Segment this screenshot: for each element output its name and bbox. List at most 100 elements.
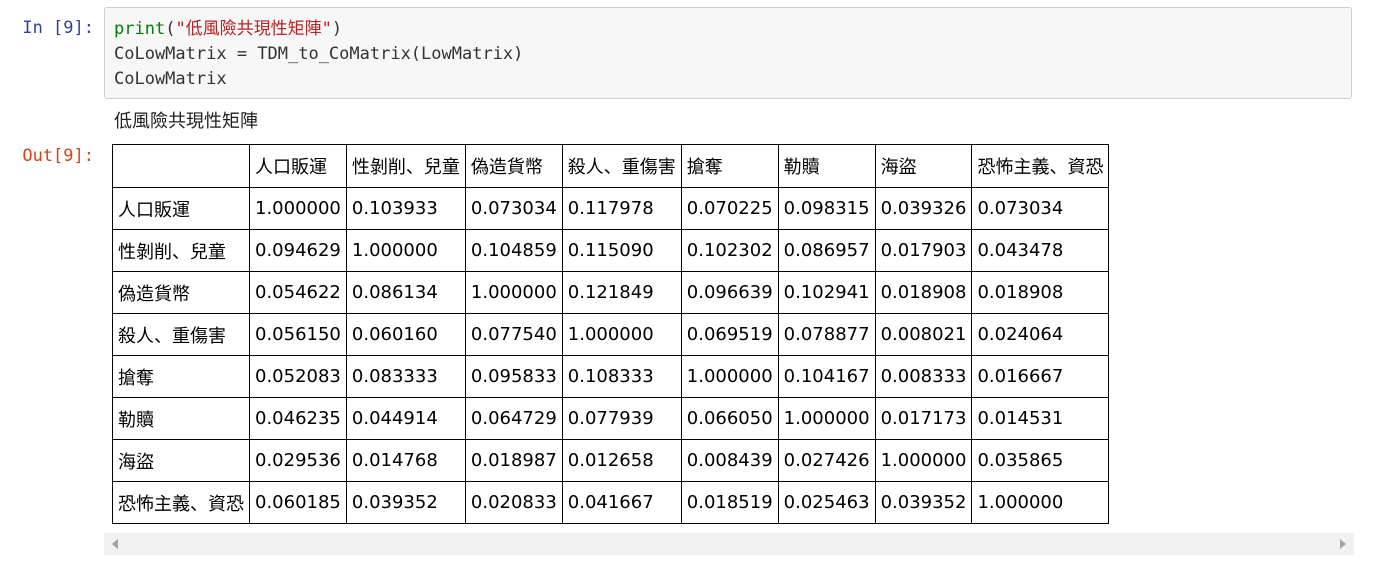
- table-cell: 0.086134: [345, 271, 466, 314]
- row-label: 人口販運: [112, 187, 250, 230]
- table-cell: 0.069519: [680, 313, 779, 356]
- table-cell: 0.121849: [561, 271, 682, 314]
- code-line-3: CoLowMatrix: [114, 69, 227, 89]
- table-cell: 0.070225: [680, 187, 779, 230]
- table-cell: 0.086957: [777, 229, 876, 272]
- table-cell: 0.098315: [777, 187, 876, 230]
- table-cell: 0.060185: [249, 481, 347, 524]
- table-cell: 0.054622: [249, 271, 347, 314]
- table-cell: 1.000000: [971, 481, 1110, 524]
- row-label: 偽造貨幣: [112, 271, 250, 314]
- code-paren-open: (: [165, 19, 176, 39]
- code-editor[interactable]: print("低風險共現性矩陣") CoLowMatrix = TDM_to_C…: [105, 8, 1351, 92]
- row-label: 殺人、重傷害: [112, 313, 250, 356]
- table-cell: 1.000000: [345, 229, 466, 272]
- column-header: 勒贖: [777, 144, 876, 188]
- table-row: 人口販運 1.000000 0.103933 0.073034 0.117978 0.07…: [112, 187, 1110, 230]
- table-cell: 0.014531: [971, 397, 1110, 440]
- table-cell: 0.066050: [680, 397, 779, 440]
- table-cell: 1.000000: [249, 187, 347, 230]
- table-cell: 0.012658: [561, 439, 682, 482]
- horizontal-scrollbar[interactable]: [104, 533, 1354, 555]
- chevron-left-icon[interactable]: [112, 539, 118, 549]
- table-cell: 0.041667: [561, 481, 682, 524]
- print-keyword: print: [114, 19, 166, 39]
- table-cell: 1.000000: [680, 355, 779, 398]
- table-cell: 0.008021: [874, 313, 973, 356]
- table-row: 恐怖主義、資恐 0.060185 0.039352 0.020833 0.041667 0…: [112, 481, 1110, 524]
- table-cell: 0.095833: [464, 355, 563, 398]
- column-header: 人口販運: [249, 144, 347, 188]
- row-label: 勒贖: [112, 397, 250, 440]
- table-cell: 0.104859: [464, 229, 563, 272]
- table-corner-cell: [112, 144, 250, 188]
- table-cell: 0.018519: [680, 481, 779, 524]
- table-cell: 0.117978: [561, 187, 682, 230]
- table-cell: 0.020833: [464, 481, 563, 524]
- table-cell: 0.108333: [561, 355, 682, 398]
- column-header: 性剝削、兒童: [345, 144, 466, 188]
- row-label: 恐怖主義、資恐: [112, 481, 250, 524]
- dataframe-table: 人口販運 性剝削、兒童 偽造貨幣 殺人、重傷害 搶奪 勒贖 海盜 恐怖主義、資恐 人口販運 1.…: [112, 144, 1110, 524]
- code-line-1: print("低風險共現性矩陣"): [114, 19, 342, 39]
- table-cell: 0.064729: [464, 397, 563, 440]
- column-header: 海盜: [874, 144, 973, 188]
- table-cell: 0.056150: [249, 313, 347, 356]
- table-cell: 0.039352: [874, 481, 973, 524]
- table-cell: 0.046235: [249, 397, 347, 440]
- output-prompt: Out[9]:: [22, 146, 94, 166]
- table-row: 殺人、重傷害 0.056150 0.060160 0.077540 1.000000 0.…: [112, 313, 1110, 356]
- table-cell: 0.077540: [464, 313, 563, 356]
- table-cell: 0.014768: [345, 439, 466, 482]
- table-header-row: 人口販運 性剝削、兒童 偽造貨幣 殺人、重傷害 搶奪 勒贖 海盜 恐怖主義、資恐: [112, 144, 1110, 188]
- table-cell: 0.024064: [971, 313, 1110, 356]
- code-line-2: CoLowMatrix = TDM_to_CoMatrix(LowMatrix): [114, 44, 524, 64]
- table-cell: 0.073034: [464, 187, 563, 230]
- table-row: 勒贖 0.046235 0.044914 0.064729 0.077939 0.0660…: [112, 397, 1110, 440]
- table-cell: 0.016667: [971, 355, 1110, 398]
- table-row: 海盜 0.029536 0.014768 0.018987 0.012658 0.0084…: [112, 439, 1110, 482]
- table-body: 人口販運 1.000000 0.103933 0.073034 0.117978 0.07…: [112, 187, 1110, 524]
- table-cell: 0.115090: [561, 229, 682, 272]
- table-cell: 0.077939: [561, 397, 682, 440]
- table-cell: 0.035865: [971, 439, 1110, 482]
- table-cell: 0.025463: [777, 481, 876, 524]
- code-string-literal: "低風險共現性矩陣": [175, 19, 332, 39]
- code-input-area[interactable]: print("低風險共現性矩陣") CoLowMatrix = TDM_to_C…: [104, 7, 1352, 99]
- table-row: 搶奪 0.052083 0.083333 0.095833 0.108333 1.0000…: [112, 355, 1110, 398]
- table-cell: 1.000000: [874, 439, 973, 482]
- table-cell: 0.052083: [249, 355, 347, 398]
- table-cell: 0.102302: [680, 229, 779, 272]
- row-label: 海盜: [112, 439, 250, 482]
- table-cell: 0.104167: [777, 355, 876, 398]
- table-cell: 1.000000: [561, 313, 682, 356]
- column-header: 偽造貨幣: [464, 144, 563, 188]
- code-paren-close: ): [331, 19, 343, 39]
- stdout-text: 低風險共現性矩陣: [114, 111, 258, 132]
- table-cell: 0.060160: [345, 313, 466, 356]
- table-cell: 0.008439: [680, 439, 779, 482]
- chevron-right-icon[interactable]: [1340, 539, 1346, 549]
- table-cell: 0.018908: [971, 271, 1110, 314]
- table-cell: 0.008333: [874, 355, 973, 398]
- table-cell: 0.096639: [680, 271, 779, 314]
- row-label: 性剝削、兒童: [112, 229, 250, 272]
- table-row: 性剝削、兒童 0.094629 1.000000 0.104859 0.115090 0.…: [112, 229, 1110, 272]
- table-cell: 0.018987: [464, 439, 563, 482]
- table-cell: 0.103933: [345, 187, 466, 230]
- table-cell: 0.027426: [777, 439, 876, 482]
- table-cell: 0.083333: [345, 355, 466, 398]
- table-cell: 0.039326: [874, 187, 973, 230]
- row-label: 搶奪: [112, 355, 250, 398]
- column-header: 恐怖主義、資恐: [971, 144, 1110, 188]
- table-cell: 0.018908: [874, 271, 973, 314]
- table-cell: 0.073034: [971, 187, 1110, 230]
- table-cell: 0.039352: [345, 481, 466, 524]
- table-cell: 0.102941: [777, 271, 876, 314]
- table-cell: 0.017173: [874, 397, 973, 440]
- table-cell: 1.000000: [777, 397, 876, 440]
- table-cell: 0.044914: [345, 397, 466, 440]
- table-cell: 0.029536: [249, 439, 347, 482]
- table-cell: 0.043478: [971, 229, 1110, 272]
- table-cell: 0.078877: [777, 313, 876, 356]
